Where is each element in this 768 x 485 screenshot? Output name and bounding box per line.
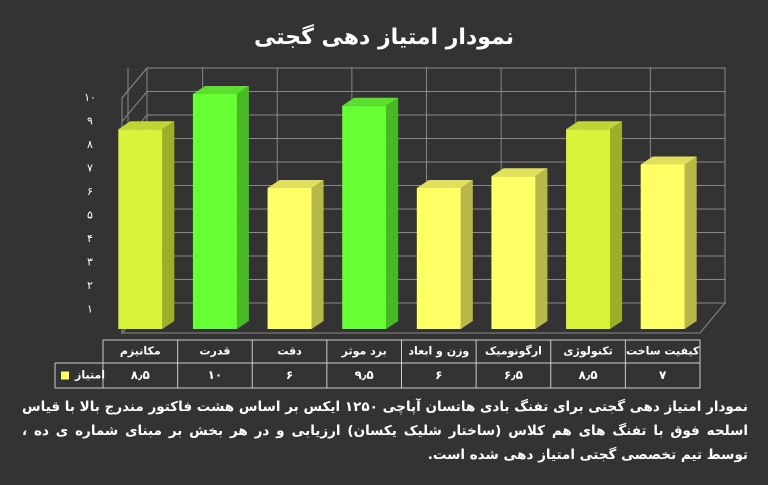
y-tick-label: ۲ (87, 279, 93, 292)
value-label: ۹٫۵ (355, 368, 374, 382)
x-tick-label: ارگونومیک (485, 345, 542, 358)
x-tick-label: برد موثر (341, 345, 387, 358)
caption: نمودار امتیاز دهی گجتی برای تفنگ بادی ها… (22, 399, 748, 463)
y-tick-label: ۸ (87, 138, 93, 151)
bar-top (640, 156, 697, 165)
y-tick-label: ۱۰ (84, 91, 96, 104)
bar-side (236, 86, 249, 329)
value-label: ۸٫۵ (131, 368, 150, 382)
value-label: ۷ (659, 368, 667, 382)
y-tick-label: ۵ (87, 209, 93, 222)
legend-label: امتیاز (74, 369, 105, 382)
bar-top (267, 180, 324, 188)
x-tick-label: کیفیت ساخت (626, 345, 700, 358)
x-tick-label: وزن و ابعاد (408, 345, 469, 358)
bar-top (566, 121, 623, 130)
value-label: ۶٫۵ (504, 368, 523, 382)
y-tick-label: ۳ (87, 256, 93, 269)
bar (491, 176, 536, 329)
bar-side (610, 121, 623, 329)
x-tick-label: دقت (277, 345, 302, 358)
bar-top (342, 97, 399, 106)
grid-line (121, 67, 725, 99)
bar-side (311, 180, 324, 329)
bar-top (192, 86, 249, 94)
bar (566, 129, 611, 329)
bar-top (416, 180, 473, 188)
y-tick-label: ۱ (87, 303, 93, 316)
bar (267, 188, 312, 329)
bar-top (491, 168, 548, 177)
bar (640, 164, 685, 329)
y-tick-label: ۷ (87, 162, 93, 175)
y-tick-label: ۶ (87, 185, 93, 198)
value-label: ۸٫۵ (578, 368, 597, 382)
chart-title: نمودار امتیاز دهی گجتی (254, 23, 514, 50)
bar (342, 105, 387, 329)
x-tick-label: تکنولوژی (563, 345, 612, 358)
legend-swatch (61, 371, 69, 380)
x-tick-label: قدرت (199, 345, 230, 358)
bar-top (118, 121, 175, 130)
bar (192, 94, 237, 329)
y-tick-label: ۹ (87, 115, 93, 128)
bar-side (535, 168, 548, 329)
value-label: ۱۰ (208, 368, 223, 382)
bar-side (684, 156, 697, 329)
value-label: ۶ (435, 368, 442, 382)
y-tick-label: ۴ (87, 232, 93, 245)
bar-side (460, 180, 473, 329)
value-label: ۶ (286, 368, 293, 382)
bar (416, 188, 461, 329)
bar (118, 129, 163, 329)
grid-line (121, 91, 725, 122)
bar-side (162, 121, 175, 329)
bar-side (386, 97, 399, 329)
x-tick-label: مکانیزم (120, 345, 161, 358)
